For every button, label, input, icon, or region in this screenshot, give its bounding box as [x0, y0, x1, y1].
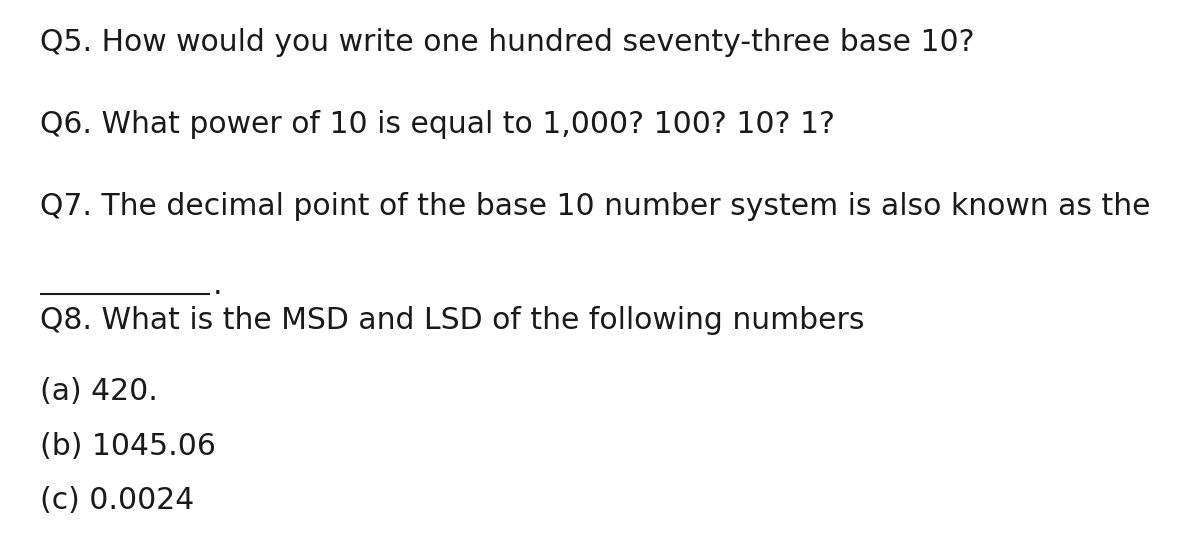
Text: (c) 0.0024: (c) 0.0024	[40, 486, 194, 515]
Text: (b) 1045.06: (b) 1045.06	[40, 432, 216, 461]
Text: Q8. What is the MSD and LSD of the following numbers: Q8. What is the MSD and LSD of the follo…	[40, 306, 864, 335]
Text: Q7. The decimal point of the base 10 number system is also known as the: Q7. The decimal point of the base 10 num…	[40, 192, 1150, 221]
Text: Q6. What power of 10 is equal to 1,000? 100? 10? 1?: Q6. What power of 10 is equal to 1,000? …	[40, 110, 835, 139]
Text: Q5. How would you write one hundred seventy-three base 10?: Q5. How would you write one hundred seve…	[40, 28, 974, 57]
Text: (a) 420.: (a) 420.	[40, 377, 157, 406]
Text: .: .	[212, 271, 222, 300]
